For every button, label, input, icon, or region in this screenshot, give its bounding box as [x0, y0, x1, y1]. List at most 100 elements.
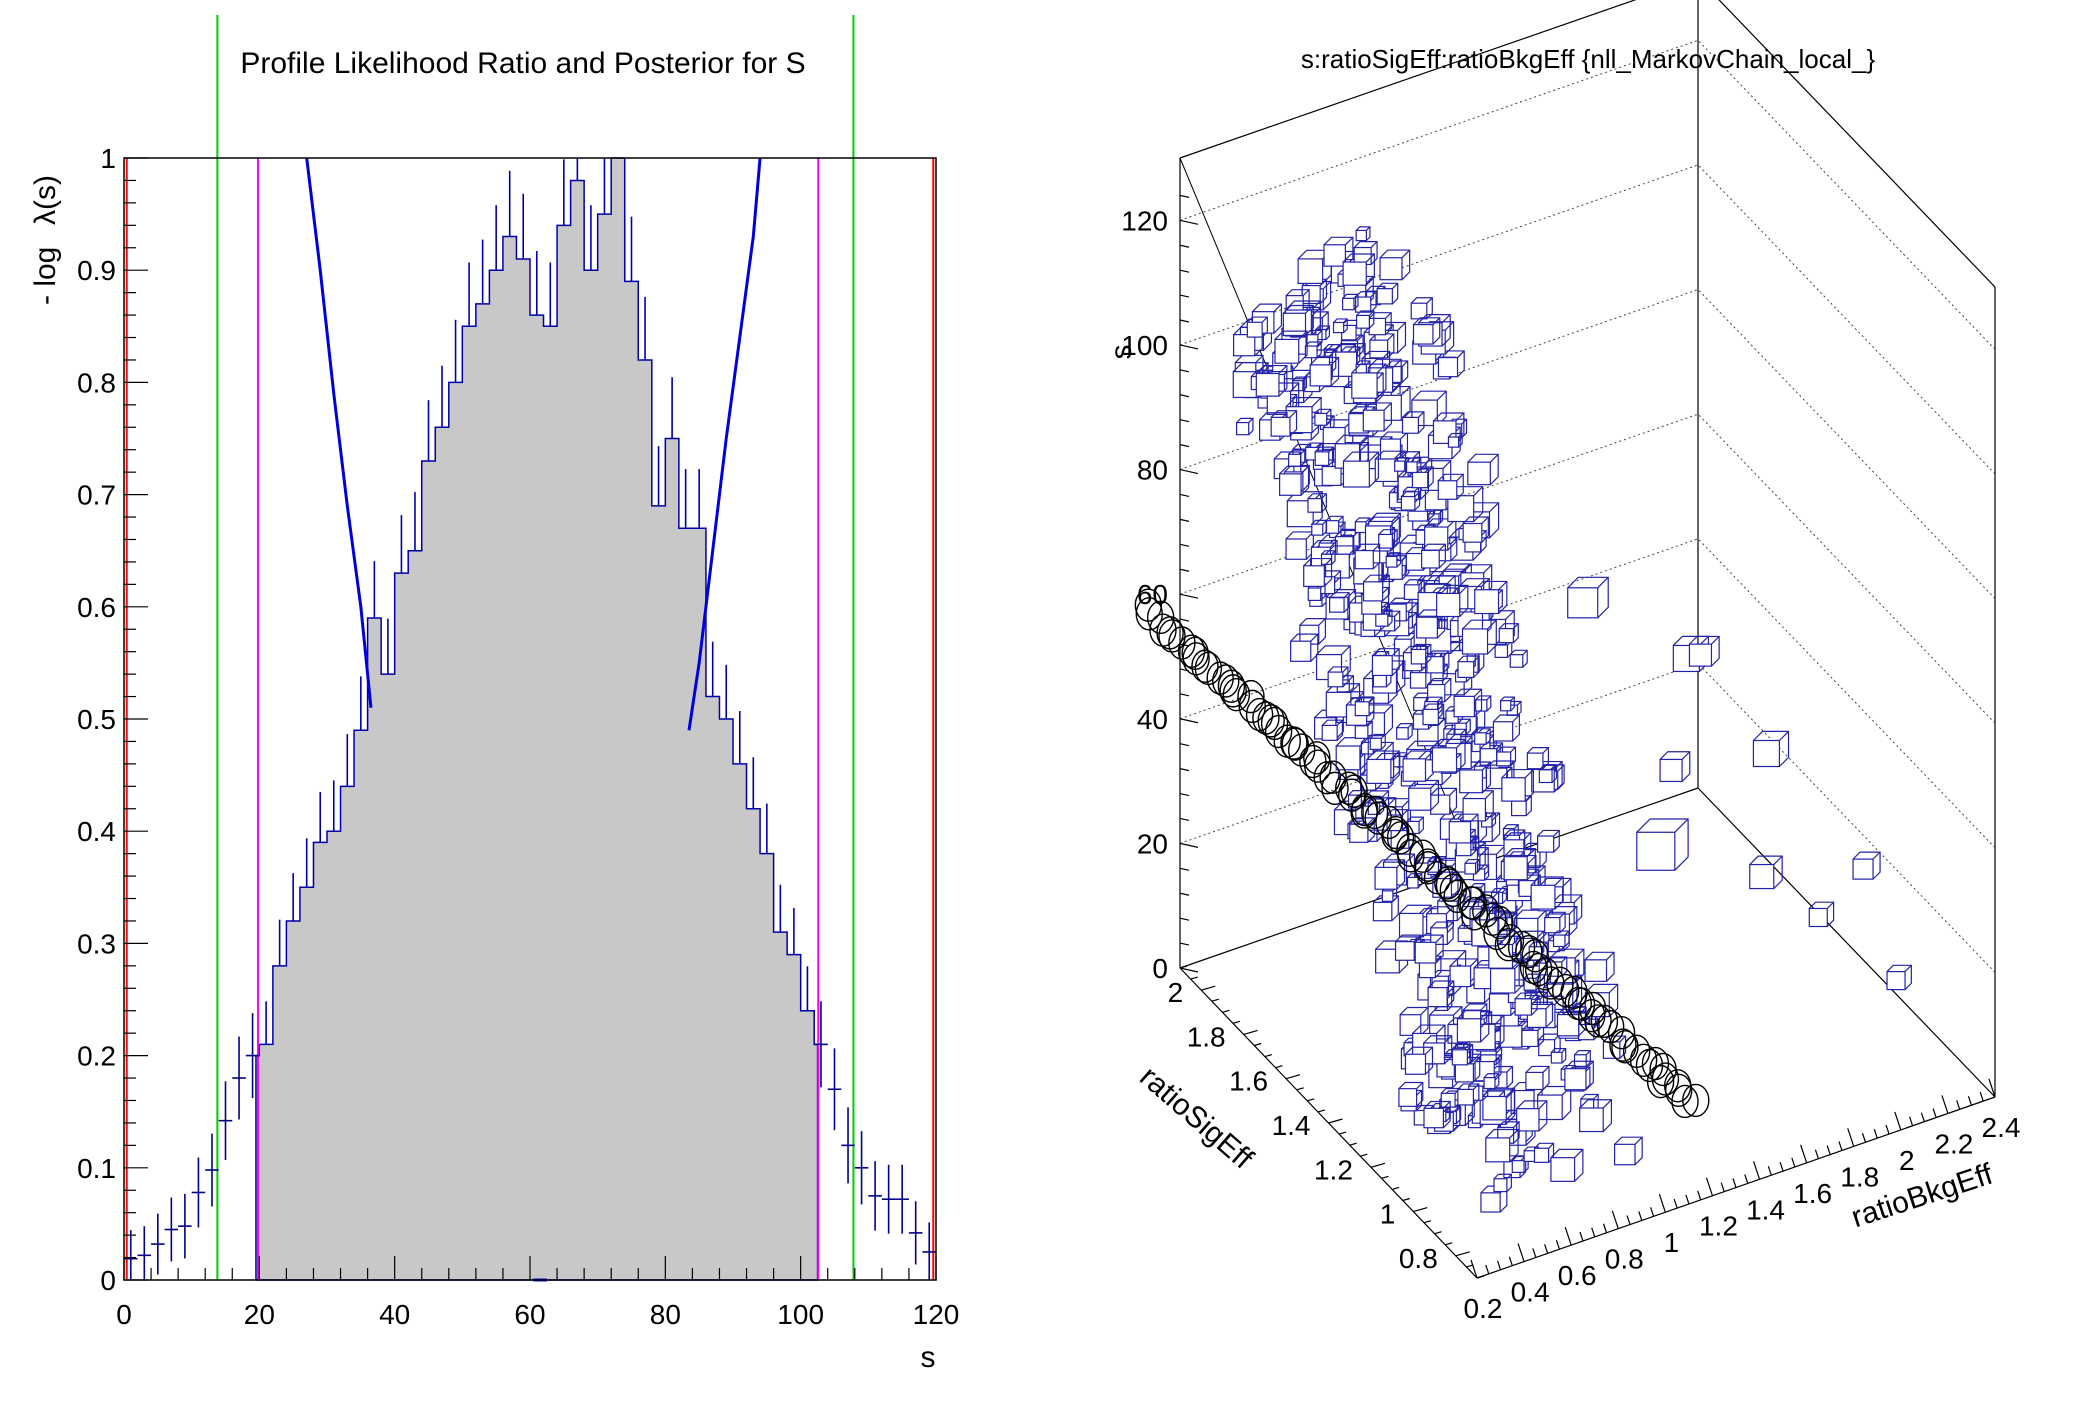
mcmc-box [1354, 549, 1374, 570]
mcmc-box-edge [1545, 1001, 1553, 1010]
ratiosigeff-tick [1455, 1251, 1470, 1257]
mcmc-box [1614, 1143, 1636, 1166]
ratiobkgeff-tick [1932, 1108, 1937, 1118]
mcmc-box [1436, 592, 1461, 618]
mcmc-box-edge [1356, 343, 1366, 353]
mcmc-box [1659, 758, 1683, 783]
mcmc-box [1550, 1157, 1576, 1182]
mcmc-box [1509, 654, 1524, 668]
mcmc-box-edge [1442, 1101, 1451, 1109]
ratiobkgeff-tick [1732, 1178, 1737, 1188]
mcmc-box-edge [1474, 688, 1482, 697]
ratiobkgeff-tick [1752, 1161, 1761, 1180]
mcmc-box-edge [1548, 1142, 1554, 1149]
mcmc-box-edge [1446, 921, 1454, 929]
mcmc-box-edge [1258, 362, 1269, 373]
mcmc-box-edge [1359, 737, 1369, 747]
mcmc-box [1394, 460, 1406, 472]
mcmc-box-edge [1365, 517, 1371, 523]
mcmc-box [1456, 1018, 1482, 1043]
mcmc-box [1457, 1088, 1475, 1106]
mcmc-box-edge [1470, 813, 1479, 823]
mcmc-box-edge [1372, 543, 1381, 552]
mcmc-box-edge [1331, 550, 1336, 555]
mcmc-box-edge [1391, 529, 1398, 535]
mcmc-box [1354, 725, 1369, 739]
mcmc-box-edge [1321, 311, 1329, 319]
frame-edge [1179, 0, 1637, 159]
mcmc-circle [1361, 795, 1389, 830]
z-tick [1179, 817, 1190, 822]
mcmc-box-edge [1359, 434, 1369, 445]
mcmc-box-edge [1311, 397, 1322, 408]
mcmc-box-edge [1506, 1066, 1513, 1073]
mcmc-box-edge [1482, 761, 1491, 771]
mcmc-box-edge [1674, 818, 1689, 833]
mcmc-box [1369, 339, 1389, 359]
mcmc-circle [1222, 677, 1251, 712]
mcmc-box [1394, 941, 1415, 961]
mcmc-circle [1414, 848, 1442, 882]
mcmc-box [1496, 751, 1512, 767]
ratiobkgeff-tick [1744, 1174, 1749, 1184]
mcmc-box-edge [1872, 851, 1881, 860]
z-tick [1179, 269, 1190, 273]
mcmc-box [1403, 584, 1420, 601]
mcmc-box-edge [1418, 579, 1425, 586]
mcmc-box-edge [1368, 696, 1375, 703]
mcmc-box [1290, 640, 1312, 662]
mcmc-box-edge [1472, 1083, 1480, 1090]
ratiobkgeff-tick [1885, 1124, 1890, 1135]
mcmc-box [1342, 297, 1355, 311]
mcmc-circle [1567, 987, 1596, 1021]
mcmc-box-edge [1326, 408, 1332, 414]
z-axis: 0 20 40 60 80 100 120 [1121, 194, 1199, 984]
mcmc-circle [1257, 704, 1285, 738]
mcmc-box [1374, 866, 1398, 890]
mcmc-box-edge [1302, 289, 1310, 297]
mcmc-box-edge [1452, 1105, 1461, 1113]
mcmc-box-edge [1778, 730, 1789, 741]
mcmc-box-edge [1273, 303, 1282, 313]
mcmc-box-edge [1436, 390, 1447, 401]
mcmc-box-edge [1496, 742, 1503, 750]
ratiosigeff-tick [1264, 1053, 1273, 1058]
mcmc-box [1457, 927, 1473, 943]
z-tick-label: 60 [1137, 579, 1168, 610]
mcmc-box [1462, 797, 1487, 822]
mcmc-box-edge [1425, 1046, 1433, 1055]
z-tick [1179, 568, 1190, 572]
mcmc-box-edge [1396, 552, 1401, 557]
ratiobkgeff-tick [1767, 1165, 1772, 1176]
mcmc-box-edge [1432, 317, 1441, 326]
mcmc-box-edge [1416, 1082, 1424, 1090]
mcmc-box-edge [1446, 575, 1456, 584]
mcmc-circle [1578, 998, 1606, 1033]
mcmc-box [1321, 724, 1338, 741]
mcmc-circle [1191, 649, 1219, 683]
mcmc-circle [1521, 939, 1549, 973]
mcmc-box [1424, 526, 1449, 551]
mcmc-circle [1584, 1004, 1612, 1038]
mcmc-box-edge [1343, 592, 1350, 599]
mcmc-box-edge [1491, 812, 1496, 818]
x-tick-label: 120 [913, 1299, 960, 1330]
mcmc-box [1375, 948, 1400, 974]
mcmc-box [1414, 941, 1437, 964]
mcmc-box-edge [1466, 1044, 1474, 1051]
mcmc-box [1285, 538, 1307, 560]
mcmc-box-edge [1465, 718, 1471, 724]
mcmc-circle [1304, 749, 1332, 783]
mcmc-box-edge [1451, 871, 1459, 880]
mcmc-box [1305, 334, 1319, 348]
ratiobkgeff-axis: 0.2 0.4 0.6 0.8 1 1.2 1.4 1.6 1.8 2 2.2 2.4 [1464, 1078, 2020, 1324]
z-tick-label: 0 [1152, 953, 1168, 984]
y-tick-label: 0 [100, 1265, 116, 1296]
mcmc-box-edge [1420, 1007, 1429, 1016]
mcmc-box [1467, 461, 1491, 486]
z-tick [1179, 768, 1190, 772]
mcmc-box-edge [1489, 502, 1499, 513]
mcmc-box-edge [1376, 363, 1387, 374]
mcmc-box [1749, 863, 1775, 890]
mcmc-box-edge [1453, 1006, 1463, 1016]
